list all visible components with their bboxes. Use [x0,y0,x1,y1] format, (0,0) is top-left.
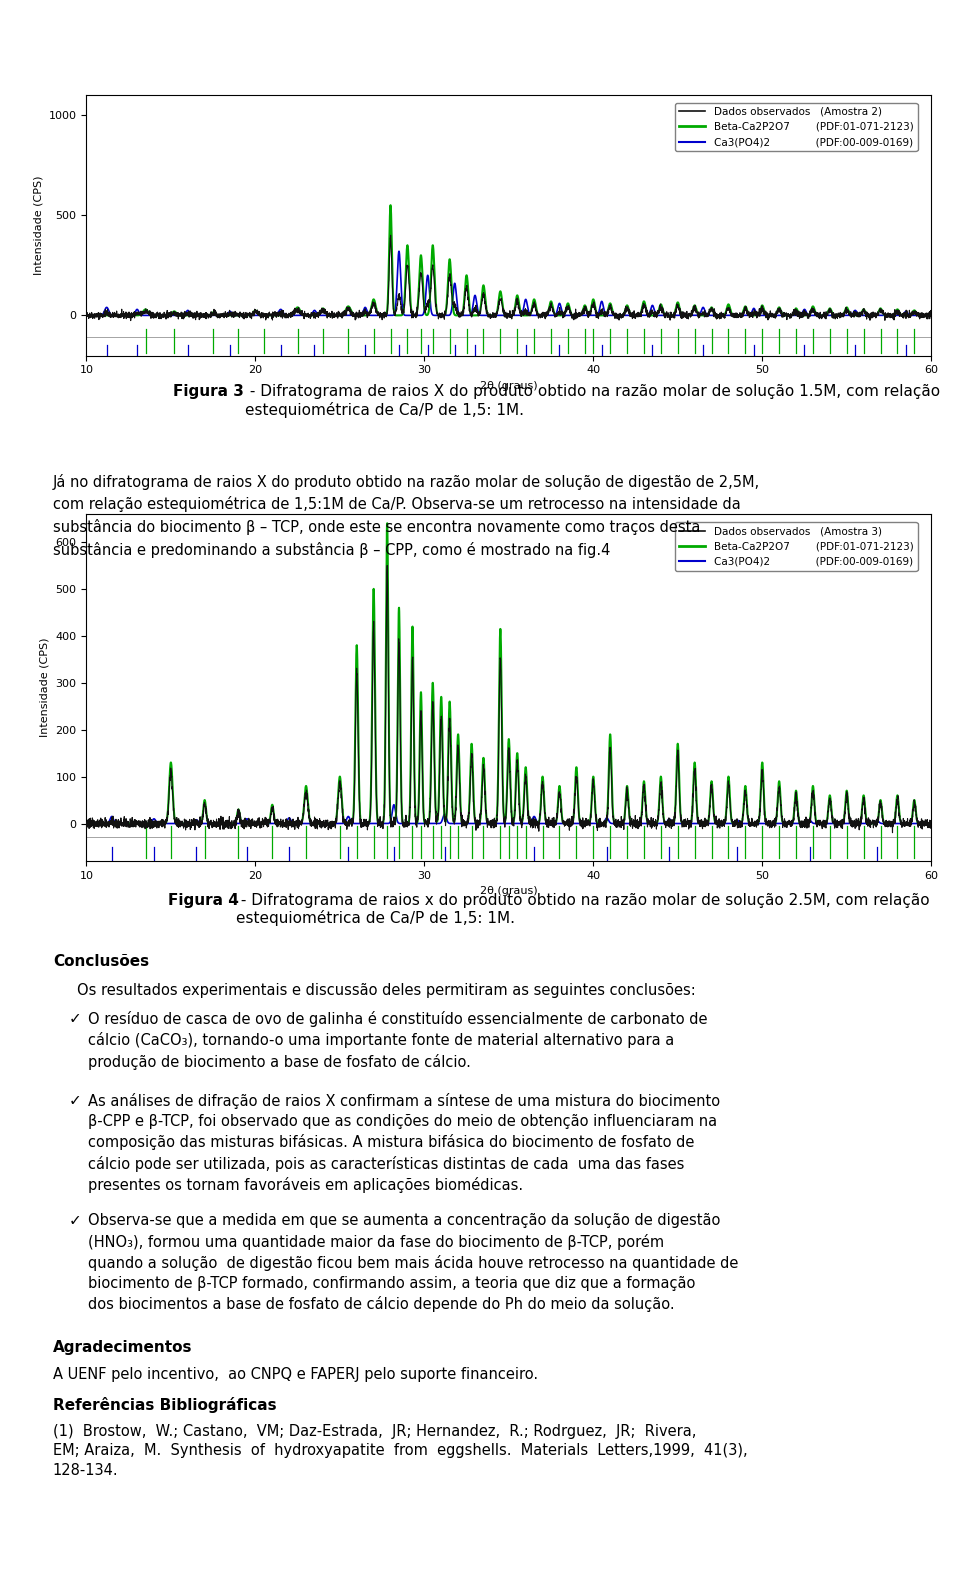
Text: Figura 4: Figura 4 [168,893,239,907]
Text: - Difratograma de raios x do produto obtido na razão molar de solução 2.5M, com : - Difratograma de raios x do produto obt… [236,893,930,926]
Text: Figura 3: Figura 3 [173,384,244,398]
Text: As análises de difração de raios X confirmam a síntese de uma mistura do biocime: As análises de difração de raios X confi… [88,1093,720,1193]
Text: Conclusões: Conclusões [53,954,149,969]
Text: O resíduo de casca de ovo de galinha é constituído essencialmente de carbonato d: O resíduo de casca de ovo de galinha é c… [88,1011,708,1070]
Legend: Dados observados   (Amostra 3), Beta-Ca2P2O7        (PDF:01-071-2123), Ca3(PO4)2: Dados observados (Amostra 3), Beta-Ca2P2… [675,521,918,570]
X-axis label: 2θ (graus): 2θ (graus) [480,886,538,896]
Text: - Difratograma de raios X do produto obtido na razão molar de solução 1.5M, com : - Difratograma de raios X do produto obt… [245,384,940,417]
Y-axis label: Intensidade (CPS): Intensidade (CPS) [34,175,43,275]
Text: Os resultados experimentais e discussão deles permitiram as seguintes conclusões: Os resultados experimentais e discussão … [77,983,696,997]
Text: Agradecimentos: Agradecimentos [53,1340,192,1354]
Text: ✓: ✓ [69,1011,82,1025]
Text: A UENF pelo incentivo,  ao CNPQ e FAPERJ pelo suporte financeiro.: A UENF pelo incentivo, ao CNPQ e FAPERJ … [53,1367,538,1381]
Text: Já no difratograma de raios X do produto obtido na razão molar de solução de dig: Já no difratograma de raios X do produto… [53,474,760,558]
Y-axis label: Intensidade (CPS): Intensidade (CPS) [40,638,50,736]
Text: ✓: ✓ [69,1093,82,1108]
Legend: Dados observados   (Amostra 2), Beta-Ca2P2O7        (PDF:01-071-2123), Ca3(PO4)2: Dados observados (Amostra 2), Beta-Ca2P2… [675,103,918,152]
X-axis label: 2θ (graus): 2θ (graus) [480,381,538,390]
Text: Referências Bibliográficas: Referências Bibliográficas [53,1397,276,1413]
Text: ✓: ✓ [69,1213,82,1228]
Text: Observa-se que a medida em que se aumenta a concentração da solução de digestão
: Observa-se que a medida em que se aument… [88,1213,738,1311]
Text: (1)  Brostow,  W.; Castano,  VM; Daz-Estrada,  JR; Hernandez,  R.; Rodrguez,  JR: (1) Brostow, W.; Castano, VM; Daz-Estrad… [53,1424,748,1479]
